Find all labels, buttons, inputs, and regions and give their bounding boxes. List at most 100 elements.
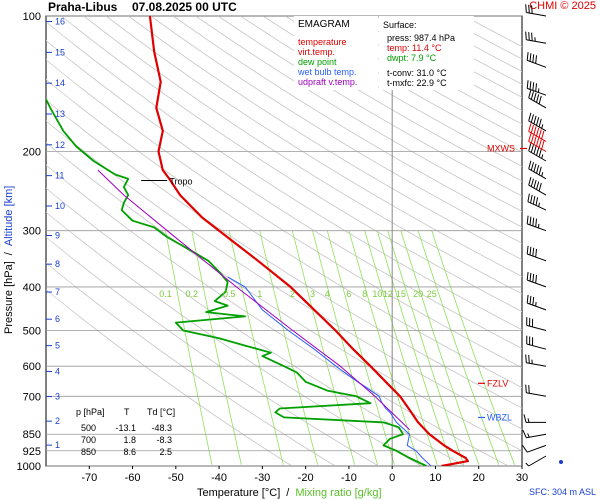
temperature-tick-label: 10 xyxy=(429,472,441,484)
mixing-ratio-label: 12 xyxy=(383,289,393,299)
dry-adiabat-line xyxy=(46,21,522,331)
dry-adiabat-line xyxy=(46,289,293,466)
wind-barb xyxy=(525,4,547,17)
dry-adiabat-line xyxy=(285,16,522,153)
wind-barb xyxy=(526,245,547,262)
mixing-ratio-line xyxy=(326,230,395,465)
dry-adiabat-line xyxy=(46,187,466,466)
mixing-ratio-line xyxy=(312,230,378,465)
dry-adiabat-line xyxy=(150,16,522,244)
legend-title: EMAGRAM xyxy=(298,19,350,30)
series-line-dew-point xyxy=(46,97,427,466)
mixing-ratio-line xyxy=(348,230,420,465)
temperature-tick-label: -70 xyxy=(81,472,97,484)
wind-barb xyxy=(523,414,546,423)
wind-barb xyxy=(525,354,547,367)
x-axis-label-temperature: Temperature [°C] xyxy=(197,487,280,499)
x-axis-label-mixing: Mixing ratio [g/kg] xyxy=(295,487,381,499)
temperature-tick-label: -30 xyxy=(254,472,270,484)
mixing-ratio-line xyxy=(376,230,453,465)
dry-adiabat-line xyxy=(128,16,522,261)
legend: EMAGRAM temperature virt.temp. dew point… xyxy=(294,16,378,90)
dry-adiabat-line xyxy=(195,16,522,212)
altitude-tick-label: 13 xyxy=(55,109,65,119)
temperature-tick-label: 0 xyxy=(389,472,395,484)
dry-adiabat-line xyxy=(240,16,522,182)
wind-barb xyxy=(526,52,547,68)
altitude-tick-label: 14 xyxy=(55,78,65,88)
dry-adiabat-line xyxy=(83,16,522,295)
wind-barb xyxy=(528,160,547,180)
wind-barb xyxy=(525,384,547,397)
surface-dwpt: dwpt: 7.9 °C xyxy=(387,53,437,63)
dry-adiabat-line xyxy=(46,236,379,466)
wind-barb xyxy=(528,176,547,196)
mixing-ratio-label: 10 xyxy=(372,289,382,299)
wind-barb xyxy=(527,193,547,211)
mixing-ratio-label: 3 xyxy=(310,289,315,299)
dry-adiabat-line xyxy=(46,164,509,466)
table-cell: 8.6 xyxy=(123,447,136,457)
dry-adiabat-line xyxy=(46,120,522,430)
dry-adiabat-line xyxy=(46,40,522,350)
altitude-tick-label: 1 xyxy=(55,440,60,450)
altitude-tick-label: 3 xyxy=(55,392,60,402)
sfc-label: SFC: 304 m ASL xyxy=(529,487,596,497)
wind-barb xyxy=(526,317,547,331)
table-header-p: p [hPa] xyxy=(76,407,105,417)
mxws-label: MXWS xyxy=(487,144,515,154)
altitude-tick-label: 5 xyxy=(55,341,60,351)
altitude-tick-label: 11 xyxy=(55,171,64,181)
wind-barb xyxy=(526,335,547,350)
pressure-tick-label: 925 xyxy=(23,446,41,458)
fzlv-label: FZLV xyxy=(487,378,508,388)
dry-adiabat-line xyxy=(262,16,522,167)
pressure-tick-label: 500 xyxy=(23,326,41,338)
wind-barb xyxy=(528,112,547,132)
dry-adiabat-line xyxy=(46,262,336,466)
wind-barb xyxy=(526,215,547,232)
dry-adiabat-line xyxy=(46,59,522,369)
wind-calm-marker xyxy=(559,460,563,464)
dry-adiabat-line xyxy=(46,79,522,389)
y-axis-label: Pressure [hPa] / Altitude [km] xyxy=(3,186,15,334)
dry-adiabat-line xyxy=(374,16,522,98)
wind-barb xyxy=(528,89,547,109)
mixing-ratio-label: 4 xyxy=(325,289,330,299)
mixing-ratio-line xyxy=(259,230,319,465)
wbzl-label: WBZL xyxy=(487,412,512,422)
wind-barb xyxy=(522,444,547,453)
dry-adiabat-line xyxy=(464,16,522,48)
dry-adiabat-line xyxy=(173,16,522,228)
y-axis-label-sep: / xyxy=(3,251,15,255)
mixing-ratio-label: 1 xyxy=(257,289,262,299)
pressure-tick-label: 400 xyxy=(23,282,41,294)
y-axis-label-altitude: Altitude [km] xyxy=(3,186,15,247)
surface-press: press: 987.4 hPa xyxy=(387,33,456,43)
wind-barb xyxy=(522,429,547,439)
table-header-t: T xyxy=(124,407,130,417)
dry-adiabat-line xyxy=(105,16,522,278)
altitude-tick-label: 12 xyxy=(55,140,65,150)
mixing-ratio-line xyxy=(431,230,515,465)
x-axis-label-sep: / xyxy=(286,487,290,499)
altitude-tick-label: 4 xyxy=(55,366,60,376)
altitude-tick-label: 6 xyxy=(55,314,60,324)
mixing-ratio-label: 0.1 xyxy=(159,289,172,299)
surface-tmxfc: t-mxfc: 22.9 °C xyxy=(387,78,447,88)
x-axis-label: Temperature [°C] / Mixing ratio [g/kg] xyxy=(197,487,382,499)
temperature-tick-label: 30 xyxy=(516,472,528,484)
mixing-ratio-line xyxy=(387,230,465,465)
mixing-ratio-line xyxy=(191,230,242,465)
surface-tconv: t-conv: 31.0 °C xyxy=(387,68,447,78)
pressure-tick-label: 200 xyxy=(23,146,41,158)
mixing-ratio-label: 8 xyxy=(362,289,367,299)
surface-title: Surface: xyxy=(383,20,417,30)
legend-item-temperature: temperature xyxy=(298,37,347,47)
surface-temp: temp: 11.4 °C xyxy=(387,43,442,53)
altitude-tick-label: 10 xyxy=(55,201,65,211)
temperature-tick-label: -10 xyxy=(341,472,357,484)
pressure-tick-label: 600 xyxy=(23,361,41,373)
pressure-tick-label: 300 xyxy=(23,226,41,238)
